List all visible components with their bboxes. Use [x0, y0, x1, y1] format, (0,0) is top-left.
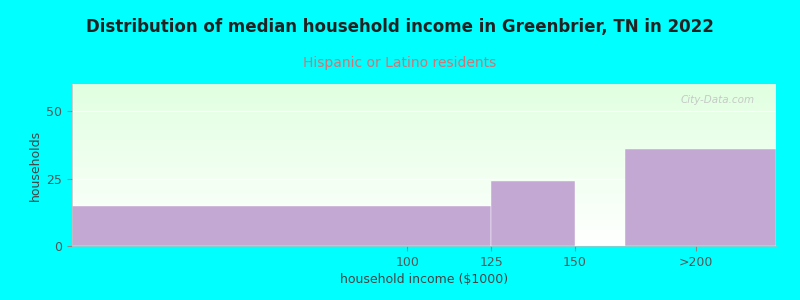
Bar: [491, 181, 575, 246]
X-axis label: household income ($1000): household income ($1000): [340, 273, 508, 286]
Text: Hispanic or Latino residents: Hispanic or Latino residents: [303, 56, 497, 70]
Text: Distribution of median household income in Greenbrier, TN in 2022: Distribution of median household income …: [86, 18, 714, 36]
Bar: [72, 206, 491, 246]
Text: City-Data.com: City-Data.com: [681, 95, 755, 105]
Y-axis label: households: households: [29, 129, 42, 201]
Bar: [625, 149, 776, 246]
